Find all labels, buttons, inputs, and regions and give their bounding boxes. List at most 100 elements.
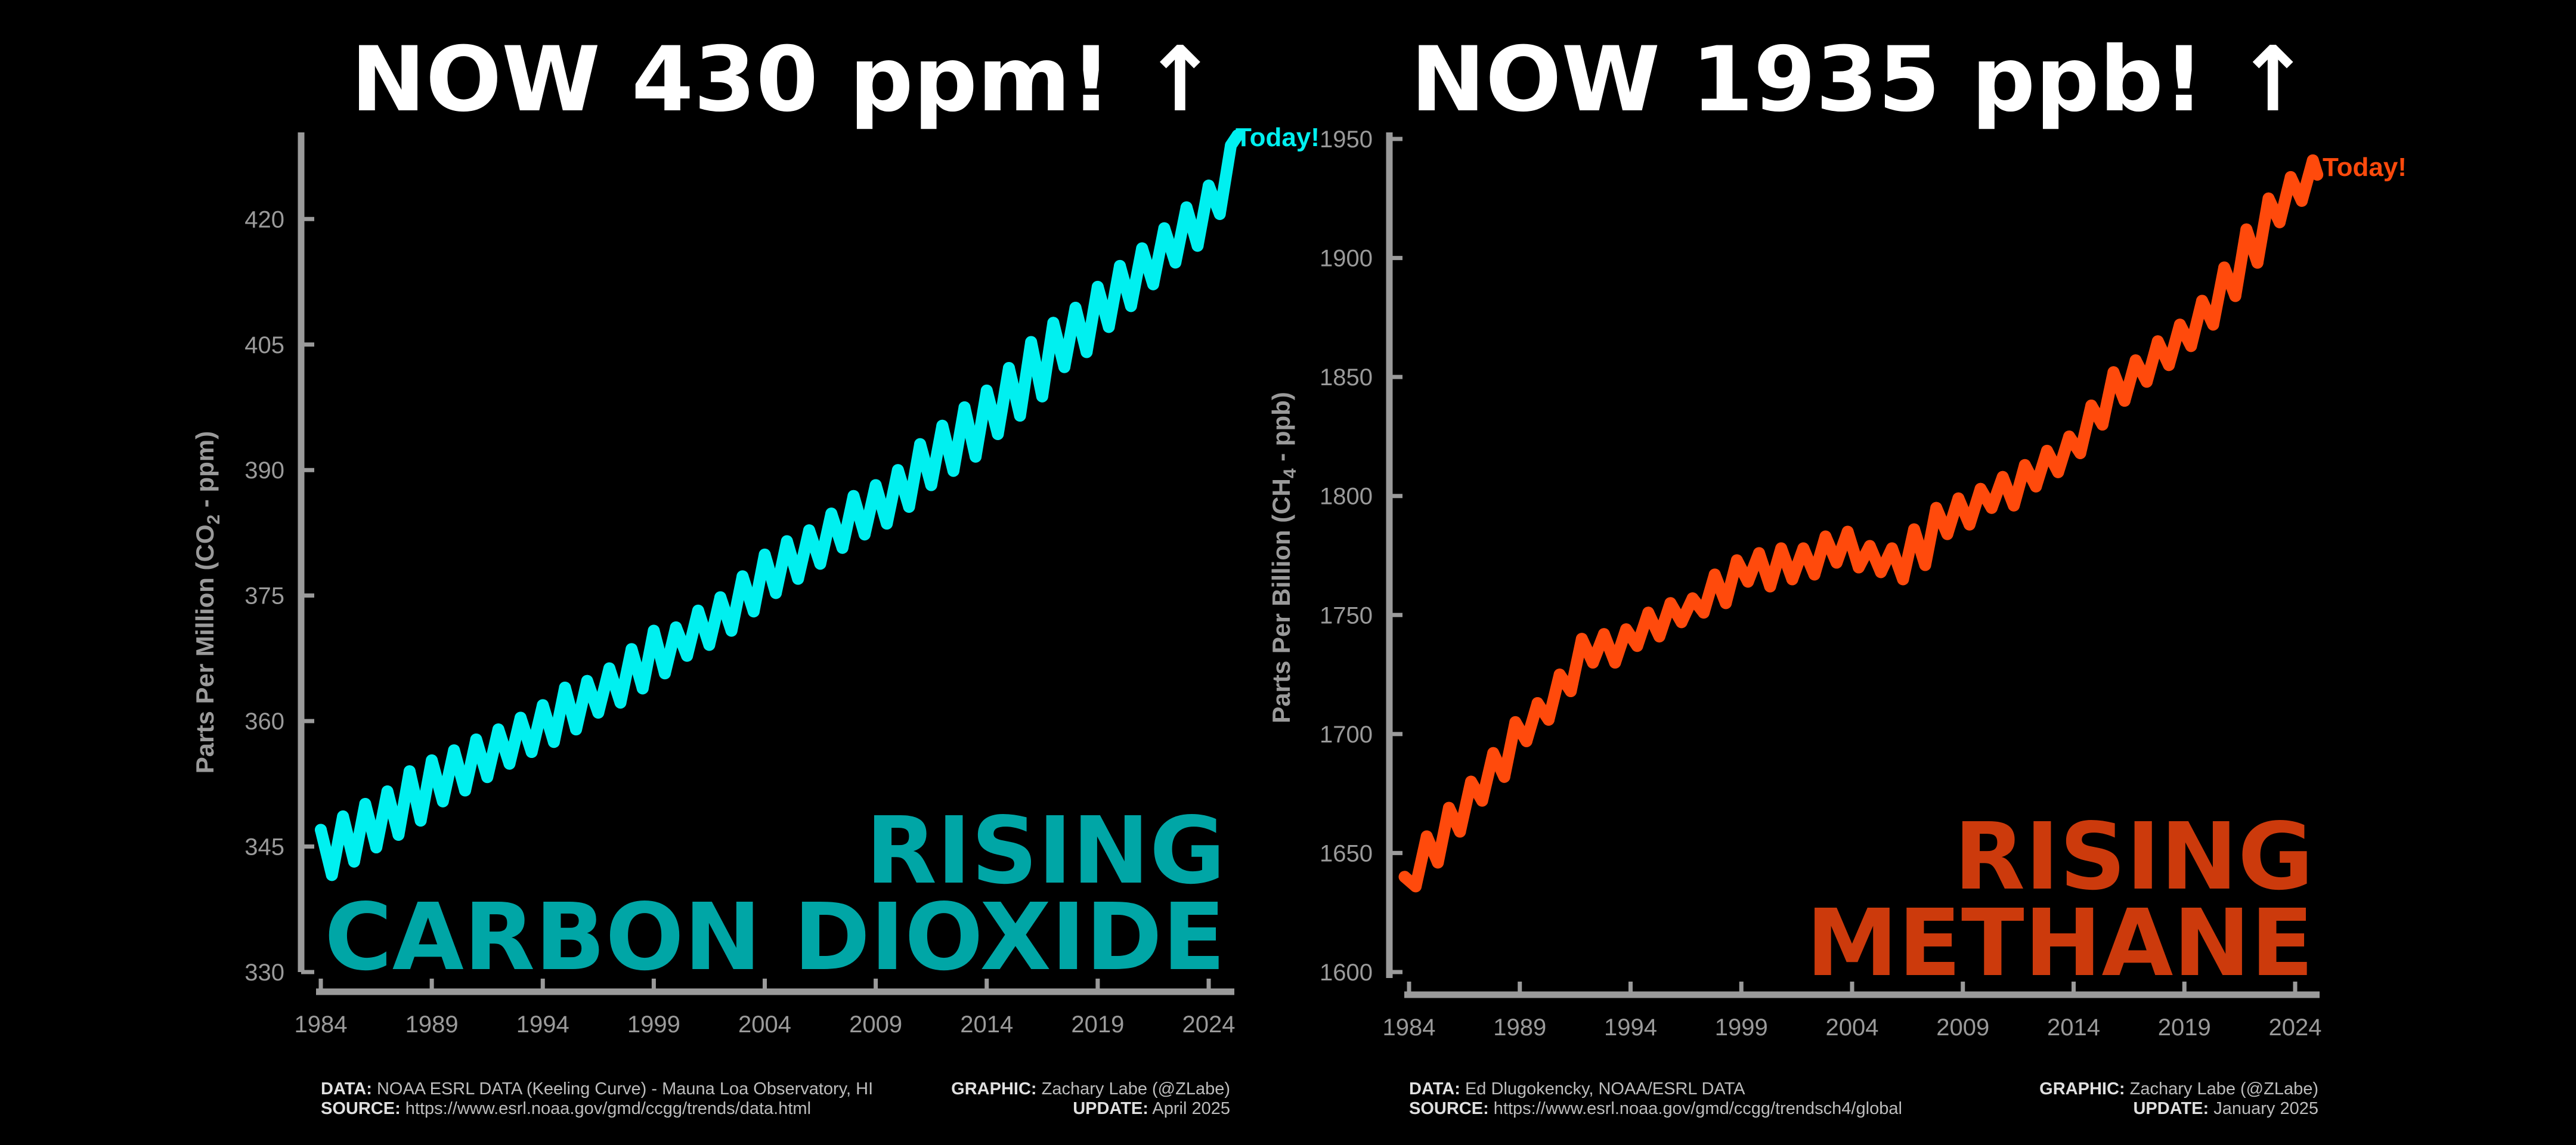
ch4-data-point — [1819, 530, 1832, 543]
co2-data-point — [703, 639, 716, 651]
co2-data-point — [958, 401, 971, 413]
co2-data-point — [747, 605, 760, 618]
ch4-data-point — [1653, 630, 1665, 643]
co2-y-tick-label: 330 — [244, 960, 284, 986]
ch4-footer-source: SOURCE: https://www.esrl.noaa.gov/gmd/cc… — [1409, 1099, 1902, 1118]
co2-data-point — [448, 744, 460, 757]
co2-data-point — [1025, 336, 1038, 348]
co2-x-tick-label: 2009 — [849, 1011, 902, 1038]
ch4-x-tick-label: 1999 — [1715, 1014, 1768, 1041]
ch4-data-point — [1941, 528, 1953, 540]
co2-data-point — [1158, 222, 1171, 234]
co2-series-line — [315, 129, 1244, 881]
ch4-data-point — [1597, 628, 1610, 640]
ch4-data-point — [1952, 492, 1965, 505]
co2-data-point — [381, 785, 394, 797]
co2-data-point — [515, 711, 527, 724]
co2-title: NOW 430 ppm! ↑ — [351, 28, 1217, 132]
ch4-data-point — [1730, 554, 1743, 567]
ch4-data-point — [2196, 295, 2208, 307]
ch4-data-point — [2118, 395, 2131, 407]
co2-data-point — [370, 841, 383, 853]
ch4-data-point — [1631, 640, 1643, 652]
ch4-x-tick-label: 2009 — [1936, 1014, 1989, 1041]
ch4-footer: DATA: Ed Dlugokencky, NOAA/ESRL DATA SOU… — [1409, 1079, 2318, 1118]
co2-data-point — [592, 707, 605, 719]
co2-y-tick-label: 375 — [244, 583, 284, 609]
ch4-data-point — [1919, 559, 1931, 571]
ch4-data-point — [2096, 418, 2109, 431]
co2-data-point — [980, 384, 993, 397]
co2-data-point — [692, 604, 704, 617]
co2-today-annotation: Today! — [1236, 123, 1320, 152]
co2-y-tick-label: 420 — [244, 206, 284, 233]
co2-data-point — [992, 428, 1004, 440]
co2-data-point — [525, 746, 538, 759]
co2-data-point — [714, 591, 727, 604]
co2-data-point — [570, 723, 583, 736]
co2-data-point — [658, 667, 671, 680]
ch4-data-point — [1642, 606, 1655, 619]
ch4-data-point — [2085, 400, 2098, 412]
co2-data-point — [1136, 242, 1148, 255]
ch4-data-point — [1620, 623, 1633, 636]
ch4-data-point — [1664, 597, 1677, 609]
co2-data-point — [770, 587, 782, 599]
co2-data-point — [803, 524, 815, 537]
ch4-data-point — [1786, 573, 1798, 586]
ch4-data-point — [2251, 256, 2264, 269]
co2-data-point — [559, 681, 571, 694]
ch4-data-point — [1432, 856, 1444, 869]
ch4-data-point — [1875, 566, 1887, 578]
co2-data-point — [1103, 321, 1115, 333]
co2-data-point — [1080, 346, 1093, 358]
ch4-data-point — [1708, 568, 1721, 581]
ch4-title: NOW 1935 ppb! ↑ — [1411, 28, 2311, 132]
co2-data-point — [859, 528, 871, 541]
ch4-data-point — [1531, 697, 1544, 709]
ch4-x-tick-label: 2024 — [2269, 1014, 2322, 1041]
co2-x-tick-label: 1994 — [516, 1011, 569, 1038]
ch4-panel: NOW 1935 ppb! ↑ 1600 1650 1700 1750 1800 1850… — [1267, 28, 2407, 1041]
ch4-data-point — [1808, 568, 1820, 581]
ch4-footer-graphic: GRAPHIC: Zachary Labe (@ZLabe) — [2039, 1079, 2318, 1098]
co2-data-point — [392, 828, 405, 841]
ch4-data-point — [1553, 669, 1566, 681]
ch4-data-point — [1797, 542, 1810, 555]
co2-data-point — [436, 795, 449, 807]
co2-data-point — [681, 649, 693, 662]
ch4-footer-update: UPDATE: January 2025 — [2133, 1099, 2318, 1118]
co2-x-tick-label: 1999 — [627, 1011, 680, 1038]
co2-data-point — [614, 697, 627, 709]
co2-data-point — [1147, 278, 1159, 290]
ch4-data-point — [1908, 523, 1921, 536]
ch4-data-point — [1587, 657, 1599, 669]
co2-data-point — [725, 624, 738, 637]
ch4-data-point — [2107, 366, 2120, 379]
ch4-data-point — [2041, 444, 2053, 457]
co2-panel: NOW 430 ppm! ↑ 330 345 360 375 390 405 420 198… — [191, 28, 1320, 1038]
ch4-data-point — [2129, 354, 2142, 367]
co2-y-axis-label: Parts Per Million (CO2 - ppm) — [191, 431, 224, 773]
ch4-data-point — [2185, 340, 2197, 352]
ch4-y-tick-label: 1850 — [1320, 364, 1373, 391]
ch4-data-point — [2074, 447, 2086, 459]
ch4-data-point — [1930, 502, 1943, 514]
co2-x-tick-label: 2014 — [960, 1011, 1013, 1038]
co2-data-point — [914, 438, 927, 450]
co2-data-point — [792, 572, 804, 585]
ch4-data-point — [1897, 573, 1909, 586]
ch4-data-point — [2284, 171, 2297, 183]
co2-y-tick-label: 360 — [244, 708, 284, 735]
ch4-data-point — [2311, 168, 2324, 181]
ch4-y-ticks: 1600 1650 1700 1750 1800 1850 1900 1950 — [1320, 126, 1402, 986]
ch4-data-point — [1465, 775, 1478, 788]
ch4-data-point — [1764, 580, 1776, 593]
co2-data-point — [315, 824, 327, 836]
ch4-data-point — [2229, 290, 2241, 302]
ch4-data-point — [1986, 502, 1998, 514]
ch4-big-label-line1: RISING — [1954, 803, 2314, 911]
co2-data-point — [881, 517, 893, 530]
ch4-data-point — [1853, 561, 1865, 574]
ch4-y-tick-label: 1750 — [1320, 602, 1373, 629]
